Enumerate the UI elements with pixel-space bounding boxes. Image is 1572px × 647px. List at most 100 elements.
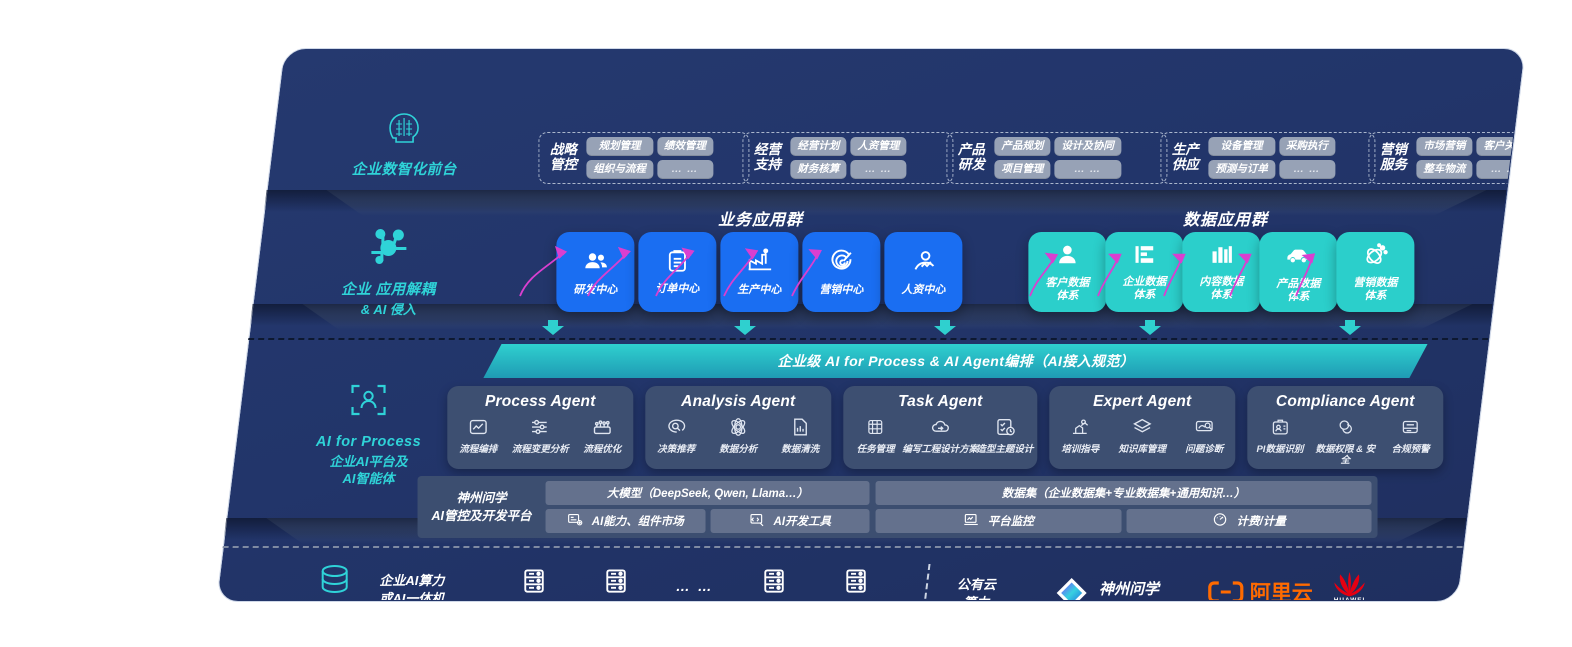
domain-group-operation[interactable]: 经营 支持 经营计划 人资管理 财务核算 … …	[742, 132, 954, 184]
app-card-hr[interactable]: 人资中心	[884, 232, 963, 312]
capability[interactable]: 决策推荐	[646, 416, 707, 456]
tile-monitor[interactable]: 平台监控	[875, 509, 1122, 533]
app-card-label: 订单中心	[655, 283, 700, 296]
vendor-aliyun[interactable]: 阿里云	[1207, 580, 1313, 600]
pill[interactable]: 规划管理	[586, 136, 653, 156]
infra-separator	[921, 564, 931, 600]
app-card-label: 生产中心	[737, 283, 782, 296]
data-apps-title: 数据应用群	[1183, 212, 1269, 229]
capability[interactable]: 任务管理	[844, 416, 908, 456]
orchestration-text: 企业级 AI for Process & AI Agent编排（AI接入规范）	[777, 353, 1134, 369]
dataset-bar[interactable]: 数据集（企业数据集+专业数据集+通用知识…）	[875, 481, 1372, 505]
capability-label: 合规预警	[1391, 444, 1430, 455]
agent-title: Analysis Agent	[681, 393, 796, 410]
app-card-marketing[interactable]: 营销中心	[802, 232, 881, 312]
capability-label: PI数据识别	[1256, 444, 1304, 455]
capability[interactable]: 编写工程设计方案	[902, 416, 978, 456]
domain-group-product[interactable]: 产品 研发 产品规划 设计及协同 项目管理 … …	[946, 132, 1168, 184]
capability-label: 任务管理	[856, 444, 895, 455]
capability[interactable]: 问题诊断	[1174, 416, 1235, 456]
group-name: 生产 供应	[1171, 142, 1199, 172]
pill[interactable]: 市场营销	[1416, 136, 1473, 156]
capability[interactable]: 流程变更分析	[510, 416, 571, 456]
users-icon	[582, 248, 609, 280]
group-cells: 市场营销 客户关系 整车物流 … …	[1416, 136, 1524, 180]
infra-node-dc1[interactable]: 数据中心	[513, 566, 555, 600]
pill[interactable]: 整车物流	[1416, 160, 1473, 180]
pill[interactable]: 设备管理	[1208, 136, 1275, 156]
agent-card-analysis[interactable]: Analysis Agent 决策推荐 数据分析 数据清洗	[645, 386, 832, 469]
id-card-icon	[1269, 416, 1291, 443]
agent-title: Process Agent	[484, 393, 596, 410]
capability[interactable]: PI数据识别	[1248, 416, 1313, 466]
pill-more[interactable]: … …	[850, 160, 907, 180]
infra-node-dc2[interactable]: 数据中心	[595, 566, 637, 600]
domain-group-manufacture[interactable]: 生产 供应 设备管理 采购执行 预测与订单 … …	[1160, 132, 1376, 184]
layer-subtitle: & AI 侵入	[360, 301, 416, 317]
person-chart-icon	[910, 248, 937, 280]
pill[interactable]: 采购执行	[1278, 136, 1335, 156]
pill[interactable]: 组织与流程	[586, 160, 653, 180]
tile-devtool[interactable]: AI开发工具	[710, 509, 870, 533]
capability[interactable]: 数据清洗	[770, 416, 831, 456]
pill-more[interactable]: … …	[656, 160, 713, 180]
app-card-rnd[interactable]: 研发中心	[556, 232, 635, 312]
pill[interactable]: 设计及协同	[1054, 136, 1121, 156]
capability[interactable]: 数据分析	[708, 416, 769, 456]
pill[interactable]: 产品规划	[994, 136, 1051, 156]
pill[interactable]: 绩效管理	[656, 136, 713, 156]
pill[interactable]: 项目管理	[994, 160, 1051, 180]
bar-row: 数据集（企业数据集+专业数据集+通用知识…）	[875, 481, 1372, 505]
vendor-name: 神州问学	[1098, 580, 1160, 598]
group-cells: 设备管理 采购执行 预测与订单 … …	[1208, 136, 1335, 180]
person-scan-icon	[269, 380, 469, 425]
pill-more[interactable]: … …	[1054, 160, 1121, 180]
domain-group-marketing[interactable]: 营销 服务 市场营销 客户关系 整车物流 … …	[1368, 132, 1524, 184]
tile-market[interactable]: AI能力、组件市场	[545, 509, 706, 533]
app-card-production[interactable]: 生产中心	[720, 232, 799, 312]
capability[interactable]: 数据权限 & 安全	[1313, 416, 1378, 466]
pill-more[interactable]: … …	[1278, 160, 1335, 180]
orchestration-banner[interactable]: 企业级 AI for Process & AI Agent编排（AI接入规范）	[483, 344, 1427, 378]
capability-label: 造型主题设计	[976, 444, 1034, 455]
layer-subtitle: 企业AI平台及	[329, 453, 408, 469]
vendor-name: 阿里云	[1249, 582, 1313, 600]
domain-group-strategy[interactable]: 战略 管控 规划管理 绩效管理 组织与流程 … …	[538, 132, 750, 184]
capability[interactable]: 知识库管理	[1112, 416, 1173, 456]
layer-label-aiprocess: AI for Process 企业AI平台及 AI智能体	[269, 380, 469, 488]
data-card-customer[interactable]: 客户数据 体系	[1028, 232, 1107, 312]
model-bar[interactable]: 大模型（DeepSeek, Qwen, Llama…）	[545, 481, 870, 505]
capability[interactable]: 造型主题设计	[973, 416, 1037, 456]
pill[interactable]: 财务核算	[790, 160, 847, 180]
vendor-shenzhou[interactable]: 神州问学 Smart Vision	[1055, 576, 1163, 600]
capability[interactable]: 合规预警	[1378, 416, 1443, 466]
vendor-huawei[interactable]: HUAWEI	[1326, 568, 1374, 600]
diagram-inner: 企业数智化前台 企业 应用解耦 & AI 侵入	[216, 48, 1524, 600]
capability[interactable]: 流程优化	[572, 416, 633, 456]
data-card-enterprise[interactable]: 企业数据 体系	[1105, 232, 1184, 312]
vendor-sub: Smart Vision	[1096, 599, 1163, 600]
capability-label: 流程优化	[583, 444, 622, 455]
group-name: 经营 支持	[753, 142, 781, 172]
app-card-order[interactable]: 订单中心	[638, 232, 717, 312]
capability[interactable]: 培训指导	[1050, 416, 1111, 456]
tile-label: AI开发工具	[773, 516, 832, 528]
data-card-product[interactable]: 产品数据 体系	[1259, 232, 1338, 312]
agent-card-compliance[interactable]: Compliance Agent PI数据识别 数据权限 & 安全 合规预警	[1247, 386, 1444, 469]
agent-card-expert[interactable]: Expert Agent 培训指导 知识库管理 问题诊断	[1049, 386, 1236, 469]
data-card-label: 产品数据 体系	[1276, 277, 1321, 303]
capability[interactable]: 流程编排	[448, 416, 509, 456]
agent-card-task[interactable]: Task Agent 任务管理 编写工程设计方案 造型主题设计	[843, 386, 1038, 469]
bar-row: AI能力、组件市场 AI开发工具	[545, 509, 870, 533]
pill[interactable]: 人资管理	[850, 136, 907, 156]
tile-billing[interactable]: 计费/计量	[1126, 509, 1372, 533]
pill[interactable]: 经营计划	[790, 136, 847, 156]
pill[interactable]: 预测与订单	[1208, 160, 1275, 180]
data-card-marketing[interactable]: 营销数据 体系	[1336, 232, 1415, 312]
infra-node-ai1[interactable]: AI一体机	[753, 566, 795, 600]
data-card-content[interactable]: 内容数据 体系	[1182, 232, 1261, 312]
agent-card-process[interactable]: Process Agent 流程编排 流程变更分析 流程优化	[447, 386, 634, 469]
pill[interactable]: 客户关系	[1476, 136, 1524, 156]
infra-node-ai2[interactable]: AI一体机	[835, 566, 877, 600]
pill-more[interactable]: … …	[1476, 160, 1524, 180]
